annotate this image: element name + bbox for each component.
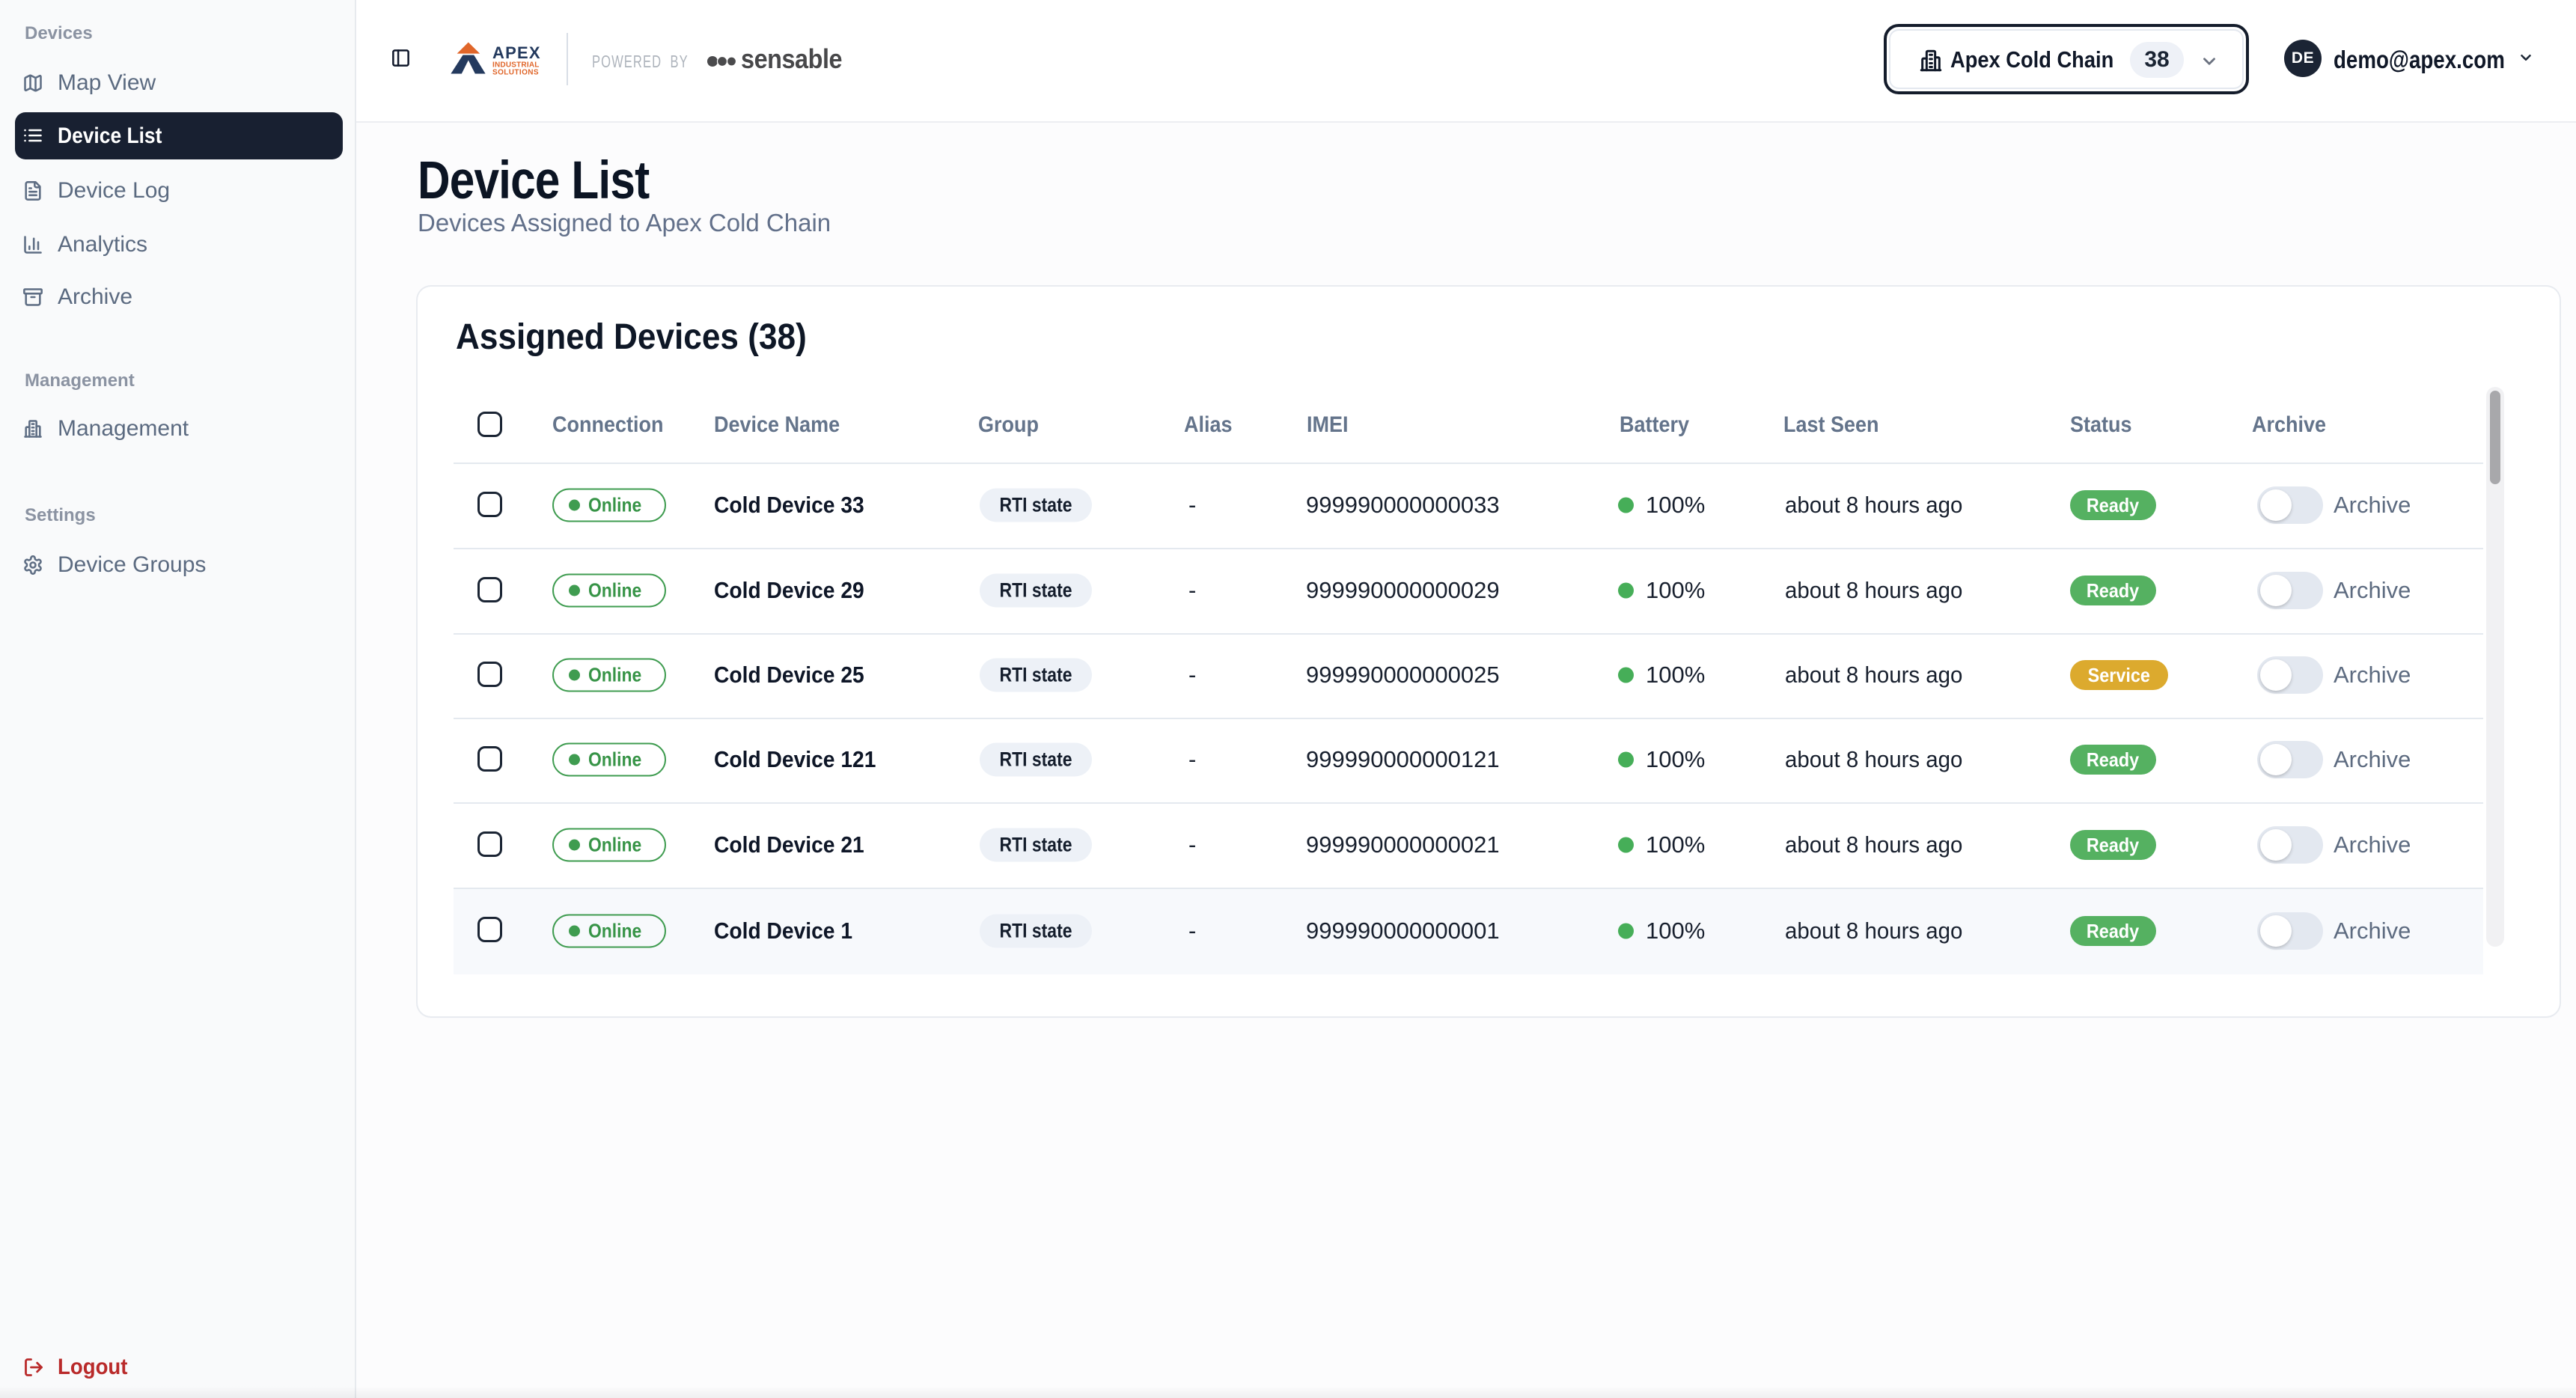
svg-text:INDUSTRIAL: INDUSTRIAL <box>492 61 540 70</box>
svg-text:SOLUTIONS: SOLUTIONS <box>492 69 539 77</box>
svg-text:APEX: APEX <box>492 43 541 62</box>
